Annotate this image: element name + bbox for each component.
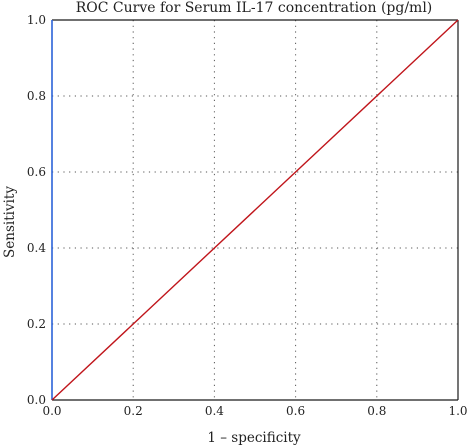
y-tick-label: 0.8 [27,89,46,103]
x-tick-label: 0.0 [42,404,61,418]
y-axis-label: Sensitivity [2,186,18,258]
series-layer [51,19,459,401]
x-tick-label: 0.2 [124,404,143,418]
grid [52,20,458,400]
y-tick-label: 0.2 [27,317,46,331]
x-axis-label: 1 – specificity [207,430,301,446]
x-tick-labels: 0.0 0.2 0.4 0.6 0.8 1.0 [42,404,467,418]
y-tick-label: 0.4 [27,241,46,255]
chart-title: ROC Curve for Serum IL-17 concentration … [76,0,433,16]
roc-curve-line [51,19,459,401]
x-tick-label: 0.8 [367,404,386,418]
y-tick-label: 1.0 [27,13,46,27]
y-tick-labels: 0.0 0.2 0.4 0.6 0.8 1.0 [27,13,46,407]
plot-frame [51,19,459,401]
y-tick-label: 0.6 [27,165,46,179]
x-tick-label: 1.0 [448,404,467,418]
y-tick-label: 0.0 [27,393,46,407]
x-tick-label: 0.6 [286,404,305,418]
x-tick-label: 0.4 [205,404,224,418]
